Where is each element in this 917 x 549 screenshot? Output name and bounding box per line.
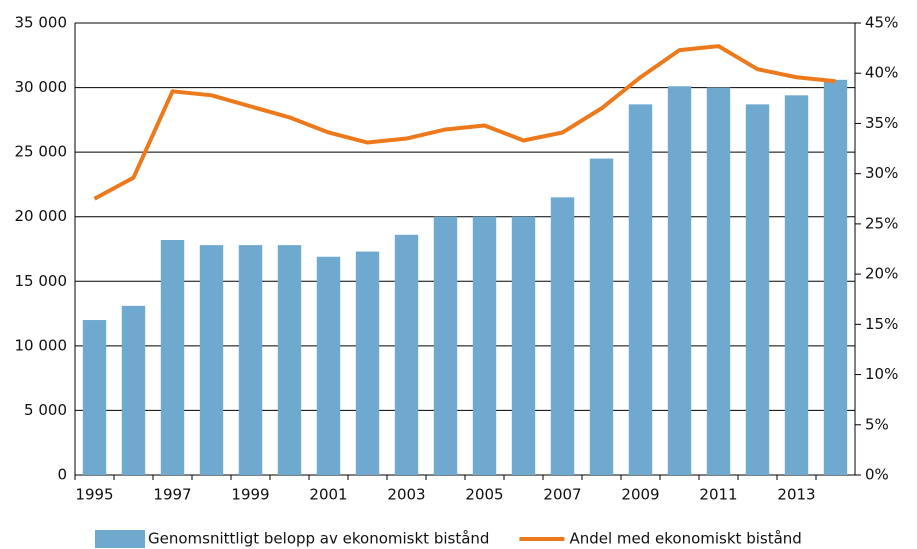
- y2-tick-label: 15%: [865, 315, 898, 333]
- y2-tick-label: 35%: [865, 114, 898, 132]
- y2-tick-label: 25%: [865, 214, 898, 232]
- x-tick-label: 1995: [75, 486, 113, 504]
- y2-tick-label: 0%: [865, 466, 889, 484]
- bar: [355, 251, 380, 475]
- x-tick-label: 2007: [543, 486, 581, 504]
- bar: [823, 79, 848, 475]
- y2-tick-label: 30%: [865, 164, 898, 182]
- x-tick-label: 1999: [231, 486, 269, 504]
- line: [93, 44, 836, 201]
- y-tick-label: 25 000: [15, 143, 68, 161]
- x-tick-label: 2013: [777, 486, 815, 504]
- bar: [550, 197, 575, 476]
- x-tick-label: 1997: [153, 486, 191, 504]
- bar: [394, 234, 419, 475]
- bar: [706, 87, 731, 476]
- bar: [160, 239, 185, 475]
- bar: [589, 158, 614, 475]
- bar: [745, 104, 770, 476]
- y2-tick-label: 40%: [865, 64, 898, 82]
- bar: [316, 256, 341, 475]
- bar: [511, 216, 536, 475]
- y2-tick-label: 20%: [865, 265, 898, 283]
- bar: [199, 245, 224, 475]
- x-tick-label: 2011: [699, 486, 737, 504]
- bar: [628, 104, 653, 476]
- bar: [277, 245, 302, 475]
- y-tick-label: 5 000: [24, 401, 67, 419]
- x-tick-label: 2009: [621, 486, 659, 504]
- y-tick-label: 30 000: [15, 78, 68, 96]
- x-tick-label: 2003: [387, 486, 425, 504]
- y2-tick-label: 10%: [865, 365, 898, 383]
- legend-label: Genomsnittligt belopp av ekonomiskt bist…: [148, 530, 489, 548]
- y-tick-label: 10 000: [15, 336, 68, 354]
- y2-tick-label: 45%: [865, 14, 898, 32]
- legend-label: Andel med ekonomiskt bistånd: [569, 530, 801, 548]
- bar: [433, 216, 458, 475]
- bar: [82, 320, 107, 475]
- bar: [121, 305, 146, 475]
- y-tick-label: 15 000: [15, 272, 68, 290]
- bar: [238, 245, 263, 475]
- y-tick-label: 20 000: [15, 207, 68, 225]
- bar: [472, 216, 497, 475]
- x-tick-label: 2005: [465, 486, 503, 504]
- x-tick-label: 2001: [309, 486, 347, 504]
- bar: [784, 95, 809, 475]
- y-tick-label: 0: [57, 466, 67, 484]
- legend-swatch: [95, 530, 145, 548]
- y2-tick-label: 5%: [865, 415, 889, 433]
- y-tick-label: 35 000: [15, 14, 68, 32]
- bar: [667, 86, 692, 475]
